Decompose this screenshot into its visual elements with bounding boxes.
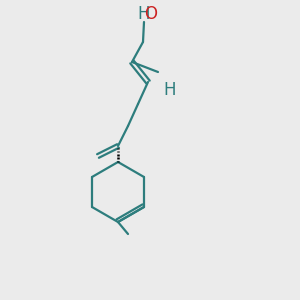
Text: H: H: [138, 5, 150, 23]
Text: O: O: [145, 5, 158, 23]
Text: H: H: [164, 81, 176, 99]
